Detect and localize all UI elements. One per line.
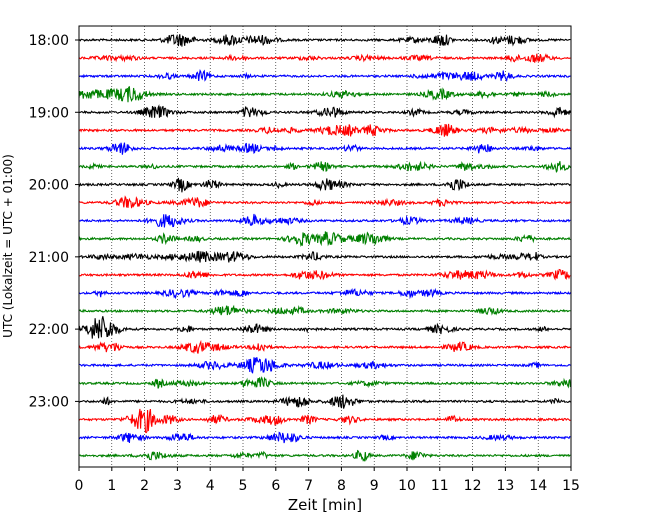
- y-axis-ticks: 18:00 19:00 20:00 21:00 22:00 23:00: [29, 33, 79, 410]
- seismogram-trace: [78, 449, 571, 462]
- seismogram-trace: [78, 316, 571, 339]
- seismogram-trace: [78, 250, 571, 263]
- x-tick-label: 2: [140, 478, 149, 494]
- x-tick-label: 14: [529, 478, 547, 494]
- seismogram-trace: [78, 287, 571, 300]
- y-tick-label: 21:00: [29, 250, 69, 266]
- seismogram-trace: [78, 123, 571, 137]
- seismogram-trace: [78, 142, 571, 155]
- seismogram-trace: [78, 68, 571, 83]
- x-axis-label: Zeit [min]: [288, 496, 362, 514]
- seismogram-trace: [78, 231, 571, 248]
- seismogram-trace: [78, 268, 571, 281]
- seismogram-trace: [78, 85, 571, 103]
- y-tick-label: 23:00: [29, 394, 69, 410]
- y-tick-label: 20:00: [29, 178, 69, 194]
- x-tick-label: 9: [370, 478, 379, 494]
- y-tick-label: 22:00: [29, 322, 69, 338]
- x-tick-label: 13: [496, 478, 514, 494]
- seismogram-trace: [78, 195, 571, 209]
- x-tick-label: 8: [337, 478, 346, 494]
- plot-frame: [78, 25, 572, 468]
- x-tick-label: 0: [75, 478, 84, 494]
- seismogram-trace: [78, 104, 571, 119]
- seismogram-trace: [78, 357, 571, 374]
- x-tick-label: 12: [464, 478, 482, 494]
- y-tick-label: 18:00: [29, 33, 69, 49]
- seismogram-trace: [78, 339, 571, 355]
- seismogram-trace: [78, 376, 571, 389]
- seismogram-traces: [78, 33, 571, 462]
- seismogram-trace: [78, 33, 571, 47]
- seismogram-trace: [78, 53, 571, 63]
- seismogram-trace: [78, 304, 571, 316]
- seismogram-trace: [78, 213, 571, 228]
- x-tick-label: 15: [562, 478, 580, 494]
- x-tick-label: 1: [107, 478, 116, 494]
- seismogram-trace: [78, 177, 571, 193]
- x-axis-ticks: 0 1 2 3 4 5 6 7 8 9 10 11 12 13 14 15: [75, 467, 580, 494]
- seismogram-trace: [78, 160, 571, 173]
- x-tick-label: 4: [206, 478, 215, 494]
- seismogram-trace: [78, 431, 571, 444]
- x-tick-label: 11: [431, 478, 449, 494]
- x-tick-label: 5: [239, 478, 248, 494]
- x-tick-label: 6: [271, 478, 280, 494]
- x-tick-label: 3: [173, 478, 182, 494]
- seismogram-trace: [78, 394, 571, 409]
- x-tick-label: 10: [398, 478, 416, 494]
- x-tick-label: 7: [304, 478, 313, 494]
- y-axis-label: UTC (Lokalzeit = UTC + 01:00): [1, 154, 15, 338]
- seismogram-trace: [78, 408, 571, 434]
- y-tick-label: 19:00: [29, 105, 69, 121]
